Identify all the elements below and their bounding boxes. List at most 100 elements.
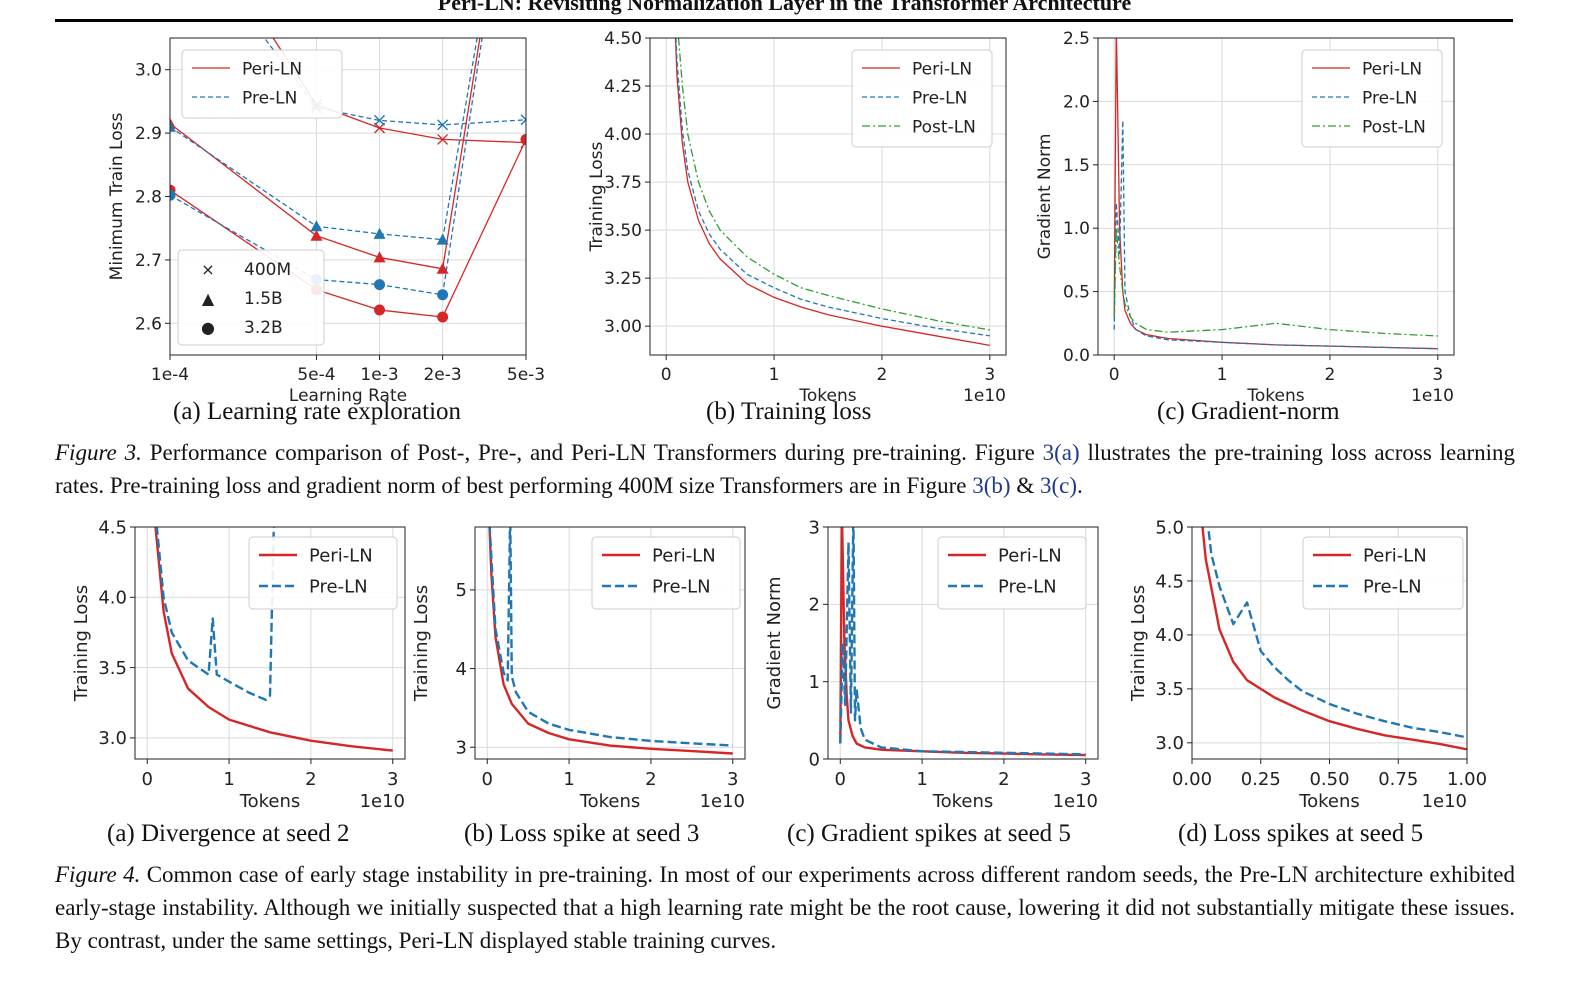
data-point-triangle <box>436 233 449 245</box>
series-line-peri-ln <box>154 527 393 752</box>
figure3-caption-end: . <box>1077 473 1083 498</box>
x-tick-label: 1e-4 <box>151 365 189 385</box>
legend-label-peri-ln: Peri-LN <box>309 546 373 567</box>
marker-legend-symbol: ▲ <box>202 289 215 308</box>
x-tick-label: 0.00 <box>1172 769 1212 790</box>
marker-legend-label: 1.5B <box>244 289 283 309</box>
marker-legend-symbol: ● <box>201 318 215 337</box>
data-point-x <box>374 114 386 126</box>
x-tick-label: 1.00 <box>1447 769 1487 790</box>
fig4c-subcaption: (c) Gradient spikes at seed 5 <box>787 820 1071 847</box>
y-tick-label: 2.7 <box>135 251 162 271</box>
data-point-x <box>437 119 449 131</box>
plot-frame <box>1191 526 1468 760</box>
y-tick-label: 4.00 <box>604 125 642 145</box>
fig3a-chart: 1e-4 5e-4 1e-3 2e-3 5e-3 2.6 2.7 2.8 2.9 3.0 Learn… <box>0 20 560 406</box>
legend-label-peri-ln: Peri-LN <box>652 546 716 567</box>
plot-area <box>488 527 733 755</box>
x-axis-label: Learning Rate <box>289 386 407 406</box>
legend-label-peri-ln: Peri-LN <box>912 59 972 79</box>
legend-label-pre-ln: Pre-LN <box>309 577 368 598</box>
x-tick-label: 0 <box>661 365 672 385</box>
figure3-label: Figure 3. <box>55 440 142 465</box>
figure3a-ref-link[interactable]: 3(a) <box>1042 440 1080 465</box>
data-point-triangle <box>310 220 323 232</box>
fig4a-subcaption: (a) Divergence at seed 2 <box>107 820 350 847</box>
fig4b-chart: 0 1 2 3 3 4 5 Tokens 1e10 Training Loss Peri-LN Pre… <box>411 505 760 815</box>
x-tick-label: 5e-3 <box>507 365 545 385</box>
y-tick-label: 4.5 <box>98 517 127 538</box>
x-tick-label: 0 <box>835 769 846 790</box>
legend-box <box>1301 49 1443 148</box>
series-line-pre-ln <box>488 527 733 747</box>
fig3b-chart: 0 1 2 3 3.00 3.25 3.50 3.75 4.00 4.25 4.50 Tokens 1e… <box>560 20 1020 406</box>
x-tick-label: 0 <box>142 769 153 790</box>
y-tick-label: 3.5 <box>1155 679 1184 700</box>
y-axis-label: Gradient Norm <box>1035 134 1055 260</box>
legend-label-pre-ln: Pre-LN <box>652 577 711 598</box>
series-line-peri-ln <box>1201 527 1467 751</box>
marker-legend-label: 400M <box>244 260 291 280</box>
plot-frame <box>169 37 527 356</box>
running-header: Peri-LN: Revisiting Normalization Layer … <box>437 0 1132 15</box>
x-tick-label: 0.75 <box>1378 769 1418 790</box>
data-point-triangle <box>310 229 323 241</box>
y-axis-label: Minimum Train Loss <box>107 113 127 281</box>
series-line-pre-ln <box>1207 527 1467 739</box>
figure3c-ref-link[interactable]: 3(c) <box>1039 473 1077 498</box>
series-line-pre-ln-400m <box>263 38 526 126</box>
x-axis-label: Tokens <box>239 791 301 812</box>
x-tick-label: 3 <box>984 365 995 385</box>
figure4-caption: Figure 4. Common case of early stage ins… <box>55 858 1515 957</box>
series-line-pre-ln-1.5b <box>170 38 478 241</box>
x-axis-label: Tokens <box>579 791 641 812</box>
y-tick-label: 3.50 <box>604 221 642 241</box>
legend-label-peri-ln: Peri-LN <box>242 59 302 79</box>
x-tick-label: 2 <box>998 769 1009 790</box>
legend-label-peri-ln: Peri-LN <box>1362 59 1422 79</box>
fig4c-chart: 0 1 2 3 0 1 2 3 Tokens 1e10 Gradient Norm Peri-LN Pr… <box>760 505 1105 815</box>
y-tick-label: 2.9 <box>135 124 162 144</box>
x-tick-label: 0 <box>482 769 493 790</box>
figure3-caption-text-1: Performance comparison of Post-, Pre-, a… <box>149 440 1043 465</box>
data-point-triangle <box>373 251 386 263</box>
x-tick-label: 1 <box>916 769 927 790</box>
y-tick-label: 1.5 <box>1063 156 1090 176</box>
legend-label-peri-ln: Peri-LN <box>1363 546 1427 567</box>
y-tick-label: 3.25 <box>604 269 642 289</box>
legend-label-peri-ln: Peri-LN <box>998 546 1062 567</box>
legend-label-pre-ln: Pre-LN <box>1363 577 1422 598</box>
legend-label-post-ln: Post-LN <box>1362 117 1426 137</box>
marker-legend-symbol: × <box>201 260 214 279</box>
figure3-caption: Figure 3. Performance comparison of Post… <box>55 436 1515 502</box>
y-tick-label: 0 <box>809 749 820 770</box>
x-tick-label: 2 <box>305 769 316 790</box>
plot-area <box>1201 527 1467 751</box>
legend-label-post-ln: Post-LN <box>912 117 976 137</box>
y-axis-label: Gradient Norm <box>764 576 785 709</box>
fig4d-chart: 0.00 0.25 0.50 0.75 1.00 3.0 3.5 4.0 4.5 5.0 Token… <box>1105 505 1487 815</box>
data-point-x <box>437 133 449 145</box>
data-point-circle <box>437 311 449 323</box>
plot-frame <box>827 526 1099 760</box>
x-axis-offset-label: 1e10 <box>700 791 745 812</box>
x-tick-label: 1e-3 <box>360 365 398 385</box>
fig4b-subcaption: (b) Loss spike at seed 3 <box>464 820 700 847</box>
y-tick-label: 4.50 <box>604 29 642 49</box>
data-point-circle <box>374 279 386 291</box>
y-tick-label: 4.0 <box>1155 625 1184 646</box>
series-line-pre-ln <box>839 527 1086 756</box>
data-point-circle <box>437 289 449 301</box>
x-axis-offset-label: 1e10 <box>1422 791 1467 812</box>
legend-label-pre-ln: Pre-LN <box>1362 88 1417 108</box>
figure3-caption-and: & <box>1010 473 1040 498</box>
fig3c-chart: 0 1 2 3 0.0 0.5 1.0 1.5 2.0 2.5 Tokens 1e10 Gradient… <box>1020 20 1480 406</box>
fig3c-subcaption: (c) Gradient-norm <box>1157 398 1340 425</box>
legend-label-pre-ln: Pre-LN <box>242 88 297 108</box>
x-tick-label: 1 <box>223 769 234 790</box>
y-tick-label: 4 <box>456 659 467 680</box>
y-tick-label: 1 <box>809 672 820 693</box>
x-tick-label: 3 <box>727 769 738 790</box>
x-tick-label: 1 <box>769 365 780 385</box>
figure3b-ref-link[interactable]: 3(b) <box>972 473 1011 498</box>
